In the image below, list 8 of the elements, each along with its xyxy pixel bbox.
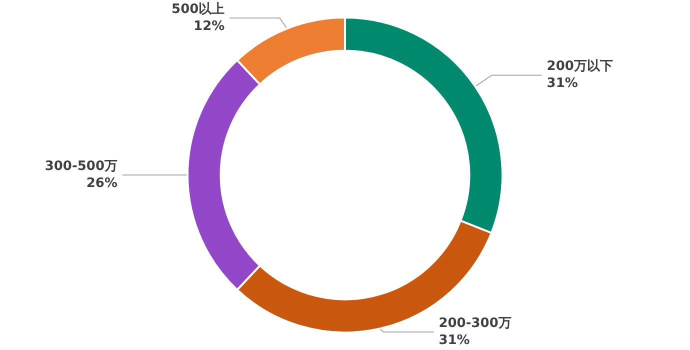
slice-label: 200万以下	[546, 59, 613, 74]
slice-label: 200-300万	[438, 316, 512, 331]
data-label: 12%	[194, 19, 225, 34]
data-label: 26%	[86, 176, 118, 191]
slice-label: 500以上	[172, 2, 225, 17]
data-label: 31%	[438, 333, 470, 348]
data-label: 31%	[546, 76, 578, 92]
slice-label: 300-500万	[44, 159, 118, 174]
